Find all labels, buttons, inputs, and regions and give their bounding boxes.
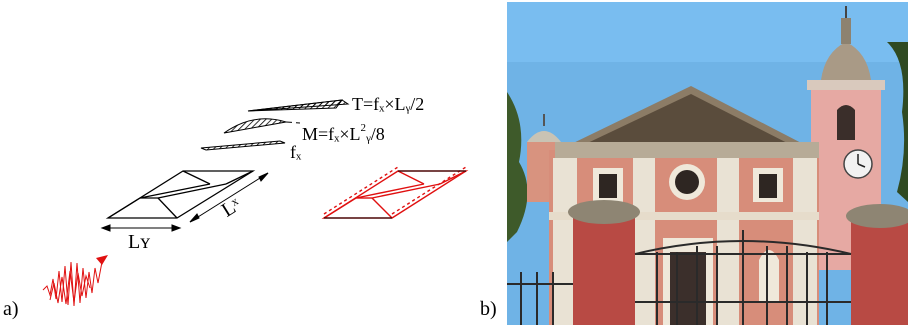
accelerogram-arrow <box>96 255 108 265</box>
distributed-load <box>200 140 286 151</box>
length-y-label: Lʏ <box>128 231 150 253</box>
church-illustration <box>507 2 908 325</box>
church-photo <box>507 2 908 325</box>
load-label: fₓ <box>290 142 302 162</box>
accelerogram-icon <box>42 255 107 307</box>
length-x-label: Lˣ <box>218 193 245 221</box>
shear-diagram <box>247 99 350 112</box>
dimension-ly <box>100 224 182 232</box>
shear-formula: T=fₓ×Lᵧ/2 <box>352 94 424 115</box>
roof-wireframe <box>105 170 256 219</box>
panel-a-label: a) <box>3 298 19 320</box>
red-roof-black-edges <box>324 170 466 219</box>
diagram-panel: T=fₓ×Lᵧ/2 M=fₓ×L2ᵧ/8 fₓ Lˣ Lʏ <box>42 94 469 307</box>
moment-formula: M=fₓ×L2ᵧ/8 <box>302 122 385 145</box>
red-roof-model <box>321 166 469 219</box>
panel-b-label: b) <box>480 298 497 320</box>
moment-diagram <box>223 118 301 134</box>
dimension-lx <box>189 172 269 223</box>
